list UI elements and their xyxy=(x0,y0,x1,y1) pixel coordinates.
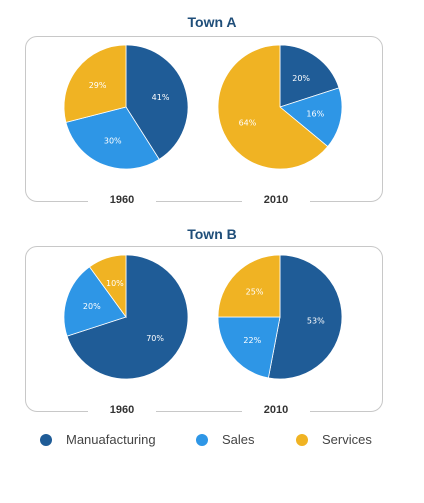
pie-slice-sales xyxy=(63,266,127,337)
pie-slice-manufacturing xyxy=(279,44,340,108)
town-b-title: Town B xyxy=(187,226,237,242)
pie-slice-services xyxy=(88,254,127,319)
legend-swatch-manufacturing xyxy=(40,433,52,446)
pie-slice-label-sales: 16% xyxy=(306,110,324,119)
town-a-pie-charts: 41% 30% 29% 20% 16% 64% xyxy=(63,44,343,170)
pie-slice-services xyxy=(217,44,329,170)
pie-slice-label-manufacturing: 41% xyxy=(152,93,170,102)
town-b-pie-charts: 70% 20% 10% 53% 22% 25% xyxy=(63,254,343,380)
pie-slice-sales xyxy=(279,87,343,148)
legend-label-manufacturing: Manuafacturing xyxy=(66,432,156,447)
pie-slice-label-sales: 22% xyxy=(243,336,261,345)
legend-swatch-sales xyxy=(196,433,208,446)
legend-label-sales: Sales xyxy=(222,432,255,447)
pie-slice-services xyxy=(63,44,127,123)
legend-item-sales: Sales xyxy=(196,432,255,447)
town-b-year-1960: 1960 xyxy=(88,404,156,416)
pie-slice-label-manufacturing: 70% xyxy=(146,334,164,343)
pie-slice-manufacturing xyxy=(267,254,343,380)
legend-item-services: Services xyxy=(296,432,372,447)
pie-slice-sales xyxy=(217,316,281,379)
pie-slice-label-services: 29% xyxy=(89,81,107,90)
pie-slice-label-sales: 20% xyxy=(83,302,101,311)
pie-slice-label-services: 10% xyxy=(106,279,124,288)
pie-slice-label-manufacturing: 53% xyxy=(307,316,325,325)
pie-slice-label-services: 25% xyxy=(246,288,264,297)
town-a-panel: 41% 30% 29% 20% 16% 64% 1960 2010 xyxy=(25,36,383,206)
pie-slice-label-services: 64% xyxy=(239,118,257,127)
pie-slice-sales xyxy=(65,106,160,170)
legend: Manuafacturing Sales Services xyxy=(0,432,424,452)
legend-item-manufacturing: Manuafacturing xyxy=(40,432,156,447)
town-b-panel: 70% 20% 10% 53% 22% 25% 1960 2010 xyxy=(25,246,383,416)
pie-slice-label-sales: 30% xyxy=(104,136,122,145)
pie-slice-manufacturing xyxy=(66,254,189,380)
town-a-year-1960: 1960 xyxy=(88,194,156,206)
town-a-title: Town A xyxy=(187,14,237,30)
legend-label-services: Services xyxy=(322,432,372,447)
town-a-year-2010: 2010 xyxy=(242,194,310,206)
pie-slice-services xyxy=(217,254,281,318)
pie-slice-label-manufacturing: 20% xyxy=(292,74,310,83)
legend-swatch-services xyxy=(296,433,308,446)
town-b-year-2010: 2010 xyxy=(242,404,310,416)
